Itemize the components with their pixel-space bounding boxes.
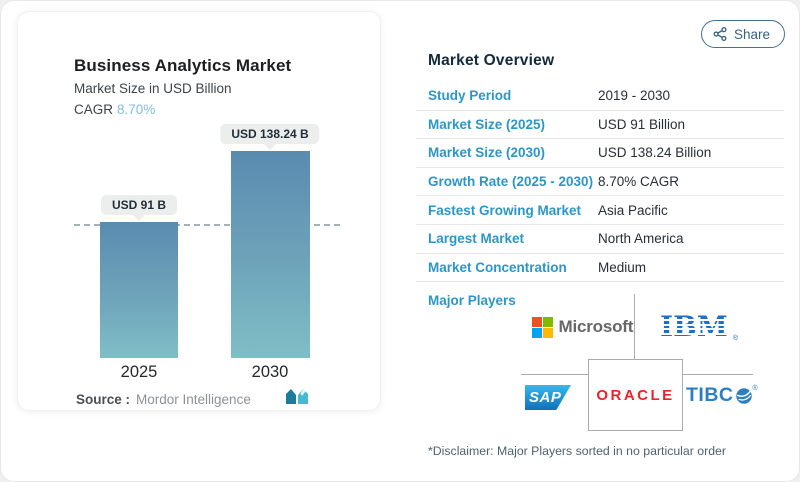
sap-wordmark: SAP — [529, 389, 562, 406]
reference-dashed-line — [74, 223, 340, 226]
row-label: Growth Rate (2025 - 2030) — [428, 174, 594, 190]
bar-2030 — [231, 151, 310, 358]
oracle-logo-box: ORACLE — [588, 359, 683, 431]
row-label: Market Size (2025) — [428, 116, 546, 132]
row-value: USD 138.24 Billion — [598, 145, 712, 161]
table-row: Market Size (2025) USD 91 Billion — [416, 111, 784, 140]
bar-2025 — [100, 221, 178, 358]
source-attribution: Source : Mordor Intelligence — [76, 392, 251, 407]
major-players-label: Major Players — [428, 293, 516, 308]
cagr-label: CAGR — [74, 102, 114, 117]
bar-value-label-2025: USD 91 B — [100, 194, 178, 215]
table-row: Fastest Growing Market Asia Pacific — [416, 196, 784, 225]
connector-horizontal-line-left — [521, 374, 588, 375]
chart-subtitle: Market Size in USD Billion — [74, 81, 232, 96]
table-row: Growth Rate (2025 - 2030) 8.70% CAGR — [416, 168, 784, 197]
ibm-registered-mark: ® — [732, 335, 738, 342]
mordor-intelligence-logo — [286, 389, 308, 404]
disclaimer-text: *Disclaimer: Major Players sorted in no … — [428, 444, 726, 458]
overview-heading: Market Overview — [428, 52, 555, 69]
x-axis-label-2025: 2025 — [120, 363, 158, 381]
source-label: Source : — [76, 392, 131, 407]
table-row: Study Period 2019 - 2030 — [416, 82, 784, 111]
microsoft-wordmark: Microsoft — [558, 317, 634, 337]
connector-vertical-line — [634, 294, 635, 359]
ibm-logo: IBM ® — [660, 310, 738, 343]
table-row: Market Concentration Medium — [416, 254, 784, 283]
sap-logo: SAP — [525, 385, 571, 410]
tibco-registered-mark: ® — [752, 385, 758, 392]
source-value: Mordor Intelligence — [136, 392, 251, 407]
bar-value-label-2030: USD 138.24 B — [220, 124, 320, 145]
row-value: 2019 - 2030 — [598, 88, 671, 104]
ibm-stripe — [660, 319, 730, 322]
row-value: Asia Pacific — [598, 202, 668, 218]
share-icon — [713, 27, 727, 41]
tibco-logo: TIBC ® — [686, 384, 758, 407]
table-row: Largest Market North America — [416, 225, 784, 254]
table-row: Market Size (2030) USD 138.24 Billion — [416, 139, 784, 168]
row-label: Market Size (2030) — [428, 145, 546, 161]
row-value: USD 91 Billion — [598, 116, 686, 132]
market-size-chart-card: Business Analytics Market Market Size in… — [17, 11, 381, 411]
chart-cagr-line: CAGR 8.70% — [74, 102, 155, 117]
chart-title: Business Analytics Market — [74, 56, 292, 75]
x-axis-label-2030: 2030 — [251, 363, 289, 381]
ibm-stripe — [660, 323, 730, 326]
row-label: Study Period — [428, 88, 512, 104]
share-button[interactable]: Share — [701, 20, 786, 48]
oracle-wordmark: ORACLE — [596, 386, 675, 404]
ibm-wordmark: IBM — [660, 310, 728, 343]
row-label: Fastest Growing Market — [428, 202, 582, 218]
row-value: North America — [598, 231, 684, 247]
share-button-label: Share — [734, 26, 771, 42]
row-label: Largest Market — [428, 231, 525, 247]
market-overview-table: Study Period 2019 - 2030 Market Size (202… — [416, 82, 784, 283]
ibm-stripe — [660, 332, 730, 335]
microsoft-squares-icon — [532, 317, 553, 338]
row-value: 8.70% CAGR — [598, 174, 680, 190]
cagr-value: 8.70% — [117, 102, 156, 117]
ibm-stripe — [660, 328, 730, 331]
connector-horizontal-line-right — [683, 374, 753, 375]
tibco-o-swirl-icon — [735, 387, 752, 404]
microsoft-logo: Microsoft — [532, 317, 633, 338]
row-label: Market Concentration — [428, 259, 567, 275]
row-value: Medium — [598, 259, 647, 275]
tibco-wordmark: TIBC — [686, 384, 734, 406]
